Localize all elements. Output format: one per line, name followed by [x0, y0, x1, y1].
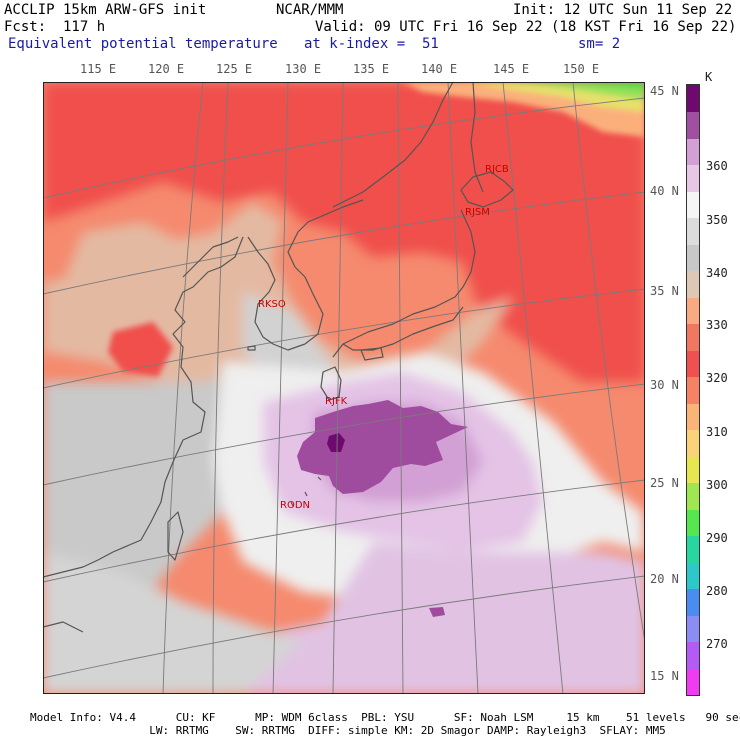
colorbar-swatch [687, 244, 699, 272]
lat-label: 25 N [650, 476, 679, 490]
small-purple-spot [429, 607, 445, 617]
field-region-gray-west [43, 552, 303, 694]
colorbar-swatch [687, 456, 699, 484]
colorbar-swatch [687, 588, 699, 616]
colorbar-swatch [687, 297, 699, 325]
colorbar-swatch [687, 376, 699, 404]
coastlines [43, 82, 514, 633]
colorbar-tick: 320 [706, 371, 728, 385]
model-title: ACCLIP 15km ARW-GFS init [4, 2, 207, 18]
graticule [43, 82, 645, 694]
lat-label: 35 N [650, 284, 679, 298]
station-label-rjcb: RJCB [485, 164, 509, 175]
colorbar-swatch [687, 191, 699, 219]
colorbar-tick: 360 [706, 159, 728, 173]
colorbar-swatch [687, 668, 699, 695]
model-info-line1: Model Info: V4.4 CU: KF MP: WDM 6class P… [30, 711, 740, 724]
colorbar-swatch [687, 615, 699, 643]
station-label-rjsm: RJSM [465, 207, 490, 218]
lon-label: 145 E [493, 62, 530, 76]
colorbar-unit: K [705, 70, 713, 84]
lon-label: 125 E [216, 62, 253, 76]
lon-label: 120 E [148, 62, 185, 76]
smoothing-label: sm= 2 [578, 36, 621, 52]
colorbar-tick: 340 [706, 266, 728, 280]
colorbar-tick: 280 [706, 584, 728, 598]
colorbar-swatch [687, 138, 699, 166]
colorbar-swatch [687, 429, 699, 457]
colorbar-swatch [687, 535, 699, 563]
lon-label: 150 E [563, 62, 600, 76]
valid-time: Valid: 09 UTC Fri 16 Sep 22 (18 KST Fri … [315, 19, 737, 35]
theta-e-map: RJCB RJSM RKSO RJFK RODN [43, 82, 645, 694]
lat-label: 40 N [650, 184, 679, 198]
lat-label: 15 N [650, 669, 679, 683]
colorbar-tick: 330 [706, 318, 728, 332]
colorbar [686, 84, 700, 696]
lat-label: 30 N [650, 378, 679, 392]
colorbar-swatch [687, 403, 699, 431]
station-label-rjfk: RJFK [325, 396, 348, 407]
colorbar-tick: 300 [706, 478, 728, 492]
colorbar-tick: 310 [706, 425, 728, 439]
colorbar-swatch [687, 270, 699, 298]
lon-label: 135 E [353, 62, 390, 76]
colorbar-swatch [687, 641, 699, 669]
colorbar-swatch [687, 164, 699, 192]
lon-label: 115 E [80, 62, 117, 76]
colorbar-swatch [687, 350, 699, 378]
forecast-hour: Fcst: 117 h [4, 19, 106, 35]
lat-label: 45 N [650, 84, 679, 98]
model-level: at k-index = 51 [304, 36, 439, 52]
model-info-line2: LW: RRTMG SW: RRTMG DIFF: simple KM: 2D … [30, 724, 666, 737]
colorbar-swatch [687, 111, 699, 139]
lat-label: 20 N [650, 572, 679, 586]
station-markers: RJCB RJSM RKSO RJFK RODN [258, 164, 509, 511]
colorbar-swatch [687, 85, 699, 113]
colorbar-swatch [687, 217, 699, 245]
colorbar-tick: 270 [706, 637, 728, 651]
init-time: Init: 12 UTC Sun 11 Sep 22 [513, 2, 733, 18]
colorbar-tick: 350 [706, 213, 728, 227]
colorbar-swatch [687, 509, 699, 537]
typhoon-core-purple [297, 400, 468, 494]
field-region-bright-green-top [563, 82, 645, 90]
station-label-rodn: RODN [280, 500, 310, 511]
field-region-orange-patch [108, 322, 173, 377]
colorbar-swatch [687, 482, 699, 510]
colorbar-swatch [687, 562, 699, 590]
station-label-rkso: RKSO [258, 299, 286, 310]
organization-label: NCAR/MMM [276, 2, 344, 18]
lon-label: 140 E [421, 62, 458, 76]
typhoon-eye [327, 433, 345, 452]
colorbar-swatch [687, 323, 699, 351]
field-name: Equivalent potential temperature [8, 36, 278, 52]
colorbar-tick: 290 [706, 531, 728, 545]
lon-label: 130 E [285, 62, 322, 76]
